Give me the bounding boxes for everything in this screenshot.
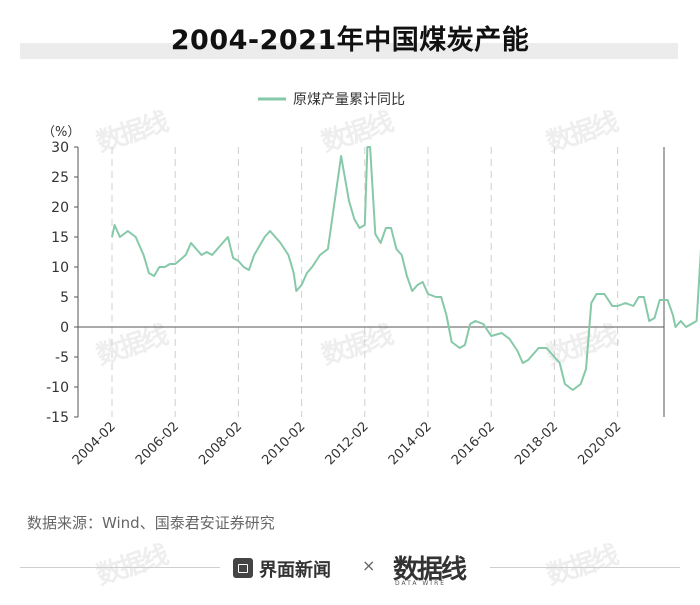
y-tick-label: 5 (60, 290, 69, 306)
y-tick-label: 30 (51, 140, 69, 156)
x-tick-label: 2012-02 (323, 419, 372, 468)
y-tick-label: -10 (46, 380, 69, 396)
y-tick-label: 25 (51, 170, 69, 186)
x-tick-label: 2016-02 (449, 419, 498, 468)
legend-label: 原煤产量累计同比 (293, 92, 405, 108)
footer-divider-right (490, 567, 680, 568)
series-layer (111, 146, 700, 391)
y-tick-label: -15 (46, 410, 69, 426)
y-tick-label: 0 (60, 320, 69, 336)
footer-divider-left (20, 567, 220, 568)
x-tick-label: 2004-02 (70, 419, 119, 468)
x-tick-label: 2006-02 (133, 419, 182, 468)
y-tick-label: 10 (51, 260, 69, 276)
x-axis: 2004-02 2006-02 2008-02 2010-02 2012-02 2014-… (70, 326, 664, 468)
x-tick-label: 2010-02 (259, 419, 308, 468)
partner-logo: 数据线 (393, 555, 467, 585)
y-tick-label: -5 (55, 350, 69, 366)
title-background-bar (20, 43, 678, 59)
series-line (111, 146, 700, 391)
y-tick-label: 20 (51, 200, 69, 216)
gridlines (111, 147, 619, 417)
x-tick-label: 2014-02 (386, 419, 435, 468)
brand-name: 界面新闻 (259, 560, 331, 581)
partner-logo-subtitle: DATA WIRE (395, 580, 447, 587)
footer: 界面新闻 × 数据线 DATA WIRE (0, 548, 700, 588)
x-tick-label: 2008-02 (196, 419, 245, 468)
chart-legend: 原煤产量累计同比 (258, 92, 405, 108)
y-axis-unit-label: （%） (42, 125, 80, 140)
data-source-note: 数据来源：Wind、国泰君安证券研究 (27, 514, 275, 532)
brand-logo-icon (233, 558, 253, 578)
y-axis: 30 25 20 15 10 5 0 -5 -10 -15 (46, 140, 665, 426)
x-tick-label: 2020-02 (575, 419, 624, 468)
chart-title: 2004-2021年中国煤炭产能 (170, 25, 530, 56)
x-tick-label: 2018-02 (512, 419, 561, 468)
y-tick-label: 15 (51, 230, 69, 246)
collab-separator: × (362, 556, 376, 575)
